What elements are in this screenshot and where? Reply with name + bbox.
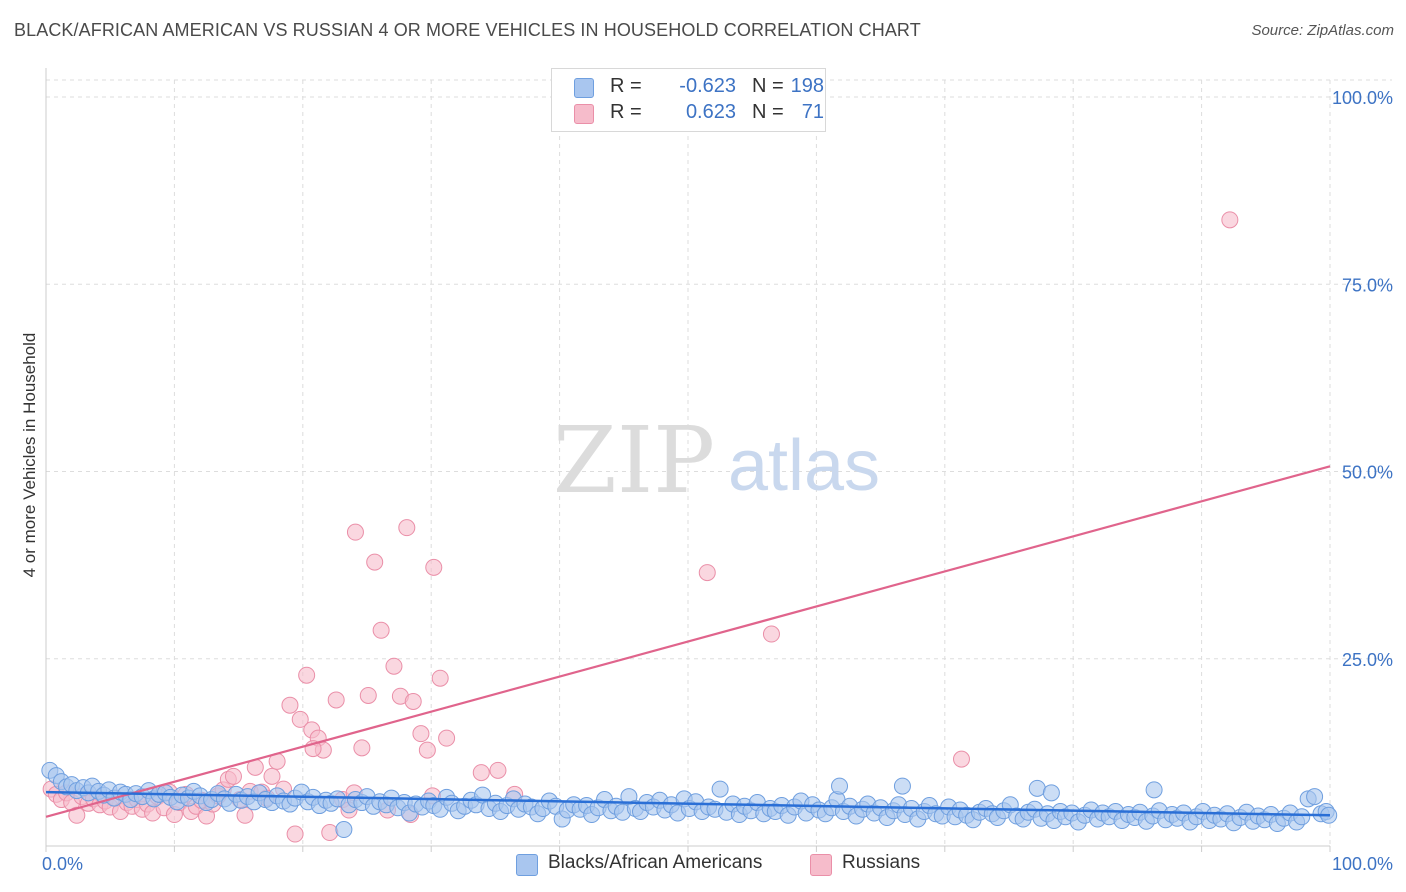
blacks-points (41, 761, 1338, 839)
r-label: R = (610, 101, 642, 123)
russians-point (431, 669, 449, 687)
russians-trend-line (45, 465, 1331, 818)
legend-label-blacks: Blacks/African Americans (548, 852, 763, 873)
russians-point (412, 725, 430, 743)
russians-point (698, 564, 716, 582)
russians-point (1221, 211, 1239, 229)
blacks-point (893, 777, 911, 795)
russians-point (321, 824, 339, 842)
x-tick-label: 100.0% (1332, 854, 1393, 874)
blacks-point (1145, 781, 1163, 799)
watermark-atlas: atlas (728, 426, 880, 506)
y-tick-label: 75.0% (1342, 275, 1393, 295)
axes (45, 68, 1331, 852)
russians-point (418, 741, 436, 759)
source-credit: Source: ZipAtlas.com (1251, 22, 1394, 39)
blacks-trend-line (45, 790, 1331, 817)
n-label: N = (752, 75, 784, 97)
x-tick-label: 0.0% (42, 854, 83, 874)
watermark: ZIP atlas (553, 407, 880, 514)
pink-swatch-icon (574, 104, 594, 124)
blacks-point (1306, 788, 1324, 806)
russians-point (281, 696, 299, 714)
y-tick-label: 100.0% (1332, 88, 1393, 108)
russians-point (425, 558, 443, 576)
blacks-point (1293, 808, 1311, 826)
r-label: R = (610, 75, 642, 97)
russians-points (42, 211, 1239, 843)
russians-point (236, 806, 254, 824)
russians-point (298, 666, 316, 684)
blacks-point (1028, 779, 1046, 797)
r-value: 0.623 (685, 101, 736, 123)
blacks-point (1042, 784, 1060, 802)
russians-point (472, 764, 490, 782)
russians-point (346, 523, 364, 541)
russians-point (353, 739, 371, 757)
russians-point (404, 692, 422, 710)
russians-point (372, 621, 390, 639)
russians-point (366, 553, 384, 571)
russians-point (952, 750, 970, 768)
russians-point (438, 729, 456, 747)
russians-point (762, 625, 780, 643)
y-axis-label: 4 or more Vehicles in Household (20, 332, 39, 578)
blacks-point (711, 780, 729, 798)
russians-point (291, 710, 309, 728)
russians-point (286, 825, 304, 843)
russians-point (385, 657, 403, 675)
watermark-zip: ZIP (553, 407, 715, 514)
tick-labels: 25.0% 50.0% 75.0% 100.0% 0.0% 100.0% (42, 88, 1393, 874)
y-tick-label: 50.0% (1342, 463, 1393, 483)
blue-swatch-icon (516, 854, 538, 876)
n-value: 198 (790, 75, 824, 97)
r-value: -0.623 (679, 75, 736, 97)
y-tick-label: 25.0% (1342, 650, 1393, 670)
stats-legend: R = -0.623 N = 198 R = 0.623 N = 71 (551, 68, 826, 132)
russians-point (224, 767, 242, 785)
n-label: N = (752, 101, 784, 123)
chart-title: BLACK/AFRICAN AMERICAN VS RUSSIAN 4 OR M… (14, 20, 921, 40)
russians-point (263, 767, 281, 785)
russians-point (398, 519, 416, 537)
trend-lines (45, 465, 1331, 818)
russians-point (327, 691, 345, 709)
grid-lines (46, 79, 1392, 846)
russians-point (359, 686, 377, 704)
pink-swatch-icon (810, 854, 832, 876)
blue-swatch-icon (574, 78, 594, 98)
blacks-point (335, 821, 353, 839)
legend-label-russians: Russians (842, 852, 921, 873)
n-value: 71 (801, 101, 824, 123)
russians-point (489, 761, 507, 779)
blacks-point (831, 777, 849, 795)
